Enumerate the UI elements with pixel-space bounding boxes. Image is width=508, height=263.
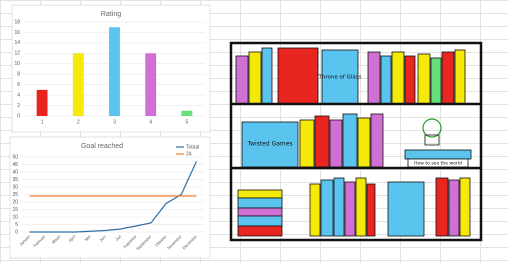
y-tick-label: 4	[17, 92, 20, 98]
book	[441, 51, 455, 105]
book	[380, 55, 392, 105]
book	[367, 51, 381, 105]
bar	[181, 110, 193, 116]
book	[357, 117, 371, 168]
book	[235, 55, 249, 105]
book-title: Throne of Glass	[318, 75, 362, 81]
x-tick-label: Juli	[114, 234, 122, 242]
legend-label: 24	[186, 151, 192, 157]
x-tick-label: 1	[41, 119, 44, 125]
book	[309, 183, 321, 237]
book	[448, 179, 460, 237]
y-tick-label: 50	[12, 154, 18, 160]
book	[329, 119, 343, 168]
book	[237, 197, 283, 209]
bookshelf: Throne of Glass Twisted Games How to see…	[229, 41, 483, 242]
x-tick-label: 5	[186, 119, 189, 125]
pot	[424, 134, 440, 146]
book	[435, 177, 449, 237]
y-tick-label: 18	[14, 19, 20, 25]
book	[344, 181, 356, 237]
y-tick-label: 16	[14, 30, 20, 36]
bar	[72, 53, 84, 116]
book	[261, 47, 273, 105]
book	[387, 181, 425, 237]
book	[459, 177, 471, 237]
x-tick-label: Juni	[98, 234, 107, 243]
chart-title: Rating	[101, 11, 121, 18]
book-title: Twisted Games	[246, 141, 292, 148]
book	[417, 53, 431, 105]
y-tick-label: 45	[12, 162, 18, 168]
book	[370, 113, 384, 168]
book	[299, 119, 315, 168]
book	[237, 215, 283, 227]
book-title: How to see the world	[414, 161, 462, 167]
book	[321, 49, 359, 105]
y-tick-label: 2	[17, 103, 20, 109]
x-tick-label: Maart	[51, 233, 62, 244]
book	[241, 121, 299, 168]
series-line	[29, 161, 197, 233]
y-tick-label: 14	[14, 40, 20, 46]
plant	[422, 118, 442, 138]
y-tick-label: 25	[12, 192, 18, 198]
y-tick-label: 15	[12, 207, 18, 213]
y-tick-label: 20	[12, 199, 18, 205]
book	[237, 225, 283, 237]
shelf-frame	[229, 41, 483, 242]
book	[320, 179, 334, 237]
bar	[145, 53, 157, 116]
book	[314, 115, 330, 168]
book	[391, 51, 405, 105]
book	[277, 47, 319, 105]
x-tick-label: April	[67, 234, 76, 243]
bar	[36, 89, 48, 116]
y-tick-label: 35	[12, 177, 18, 183]
chart-title: Goal reached	[81, 143, 123, 150]
y-tick-label: 10	[14, 61, 20, 67]
book	[333, 177, 345, 237]
book	[404, 55, 416, 105]
book	[366, 183, 376, 237]
book	[237, 207, 283, 217]
y-tick-label: 40	[12, 169, 18, 175]
book	[342, 113, 358, 168]
y-tick-label: 8	[17, 72, 20, 78]
x-tick-label: 3	[113, 119, 116, 125]
y-tick-label: 10	[12, 214, 18, 220]
book	[404, 149, 472, 160]
y-tick-label: 5	[15, 222, 18, 228]
y-tick-label: 30	[12, 184, 18, 190]
book	[355, 177, 367, 237]
y-tick-label: 6	[17, 82, 20, 88]
x-tick-label: 4	[149, 119, 152, 125]
x-tick-label: Mei	[84, 234, 92, 242]
book	[430, 57, 442, 105]
x-tick-label: 2	[77, 119, 80, 125]
y-tick-label: 12	[14, 51, 20, 57]
y-tick-label: 0	[17, 113, 20, 119]
book	[248, 51, 262, 105]
y-tick-label: 0	[15, 229, 18, 235]
book	[237, 189, 283, 199]
bar	[109, 27, 120, 116]
book	[454, 49, 466, 105]
legend-label: Totaal	[186, 144, 199, 150]
